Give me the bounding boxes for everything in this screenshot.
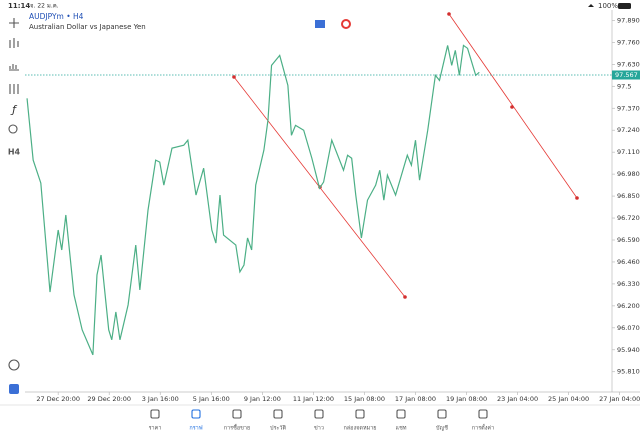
x-tick-label: 19 Jan 08:00 — [446, 395, 487, 403]
left-toolbar: ƒ H4 — [8, 18, 21, 394]
nav-icon — [273, 409, 283, 419]
one-click-tool[interactable] — [9, 384, 19, 394]
flag-icon — [341, 19, 351, 29]
nav-label: ประวัติ — [270, 425, 286, 432]
nav-icon — [478, 409, 488, 419]
zoom-tool[interactable] — [8, 359, 20, 371]
x-tick-label: 23 Jan 04:00 — [497, 395, 538, 403]
crosshair-tool[interactable] — [9, 18, 19, 28]
nav-item[interactable]: กราฟ — [189, 409, 203, 432]
x-tick-label: 3 Jan 16:00 — [142, 395, 179, 403]
status-time: 11:14 — [8, 2, 30, 10]
nav-icon — [437, 409, 447, 419]
nav-label: การตั้งค่า — [472, 424, 494, 432]
settings-tool[interactable] — [9, 84, 19, 94]
y-tick-label: 95.810 — [617, 368, 640, 376]
nav-label: ข่าว — [314, 426, 324, 432]
nav-item[interactable]: กล่องจดหมาย — [343, 409, 377, 432]
x-tick-label: 27 Jan 04:00 — [599, 395, 640, 403]
y-tick-label: 96.720 — [617, 214, 640, 222]
x-tick-label: 27 Dec 20:00 — [36, 395, 80, 403]
y-tick-label: 97.110 — [617, 148, 640, 156]
y-tick-label: 96.460 — [617, 258, 640, 266]
nav-icon — [396, 409, 406, 419]
y-tick-label: 96.980 — [617, 170, 640, 178]
y-tick-label: 96.590 — [617, 236, 640, 244]
nav-item[interactable]: บัญชี — [436, 409, 448, 432]
chart: AUDJPYm • H4 Australian Dollar vs Japane… — [25, 10, 640, 403]
wifi-icon — [588, 4, 594, 7]
nav-item[interactable]: ราคา — [149, 409, 162, 432]
last-price-label: 97.567 — [615, 71, 638, 79]
objects-tool[interactable] — [8, 124, 18, 134]
y-tick-label: 96.200 — [617, 302, 640, 310]
bottom-nav: ราคา กราฟ การซื้อขาย ประวัติ ข่าว กล่องจดหมาย… — [149, 409, 494, 432]
trendline-handle — [575, 196, 579, 200]
nav-label: กราฟ — [189, 425, 202, 432]
nav-icon — [150, 409, 160, 419]
nav-item[interactable]: การตั้งค่า — [472, 409, 494, 432]
y-tick-label: 97.890 — [617, 16, 640, 24]
chart-title: AUDJPYm • H4 — [29, 12, 84, 21]
y-tick-label: 95.940 — [617, 346, 640, 354]
y-tick-label: 97.370 — [617, 104, 640, 112]
y-tick-label: 97.630 — [617, 60, 640, 68]
nav-icon — [314, 409, 324, 419]
y-tick-label: 97.240 — [617, 126, 640, 134]
nav-icon — [232, 409, 242, 419]
x-tick-label: 29 Dec 20:00 — [87, 395, 131, 403]
nav-item[interactable]: การซื้อขาย — [224, 409, 250, 432]
trendline-handle — [447, 12, 451, 16]
function-tool[interactable]: ƒ — [10, 103, 18, 116]
y-tick-label: 97.760 — [617, 38, 640, 46]
nav-label: แชท — [396, 425, 407, 432]
y-tick-label: 96.070 — [617, 324, 640, 332]
last-price-box — [612, 70, 640, 80]
trendline-handle — [510, 105, 514, 109]
nav-icon — [191, 409, 201, 419]
y-tick-label: 97.5 — [617, 82, 631, 90]
trendline-handle — [403, 295, 407, 299]
nav-label: การซื้อขาย — [224, 424, 250, 432]
x-tick-label: 25 Jan 04:00 — [548, 395, 589, 403]
nav-label: บัญชี — [436, 425, 448, 432]
x-tick-label: 5 Jan 16:00 — [193, 395, 230, 403]
x-tick-label: 9 Jan 12:00 — [244, 395, 281, 403]
nav-icon — [355, 409, 365, 419]
chart-type-tool[interactable] — [9, 38, 19, 48]
flag-icon — [315, 20, 325, 28]
battery-icon — [618, 3, 631, 9]
trendline[interactable] — [447, 12, 579, 200]
y-tick-label: 96.850 — [617, 192, 640, 200]
y-tick-label: 96.330 — [617, 280, 640, 288]
x-tick-label: 11 Jan 12:00 — [293, 395, 334, 403]
timeframe-button[interactable]: H4 — [8, 148, 21, 157]
price-line — [26, 44, 480, 356]
nav-label: กล่องจดหมาย — [343, 426, 376, 432]
nav-item[interactable]: ข่าว — [314, 409, 324, 432]
nav-label: ราคา — [149, 426, 162, 432]
x-tick-label: 17 Jan 08:00 — [395, 395, 436, 403]
status-date: จ. 22 ม.ค. — [30, 3, 59, 10]
nav-item[interactable]: ประวัติ — [270, 409, 286, 432]
status-battery: 100% — [598, 2, 618, 10]
trendline-handle — [232, 75, 236, 79]
indicators-tool[interactable] — [9, 64, 19, 71]
x-tick-label: 15 Jan 08:00 — [344, 395, 385, 403]
chart-subtitle: Australian Dollar vs Japanese Yen — [29, 23, 146, 31]
nav-item[interactable]: แชท — [396, 409, 407, 432]
